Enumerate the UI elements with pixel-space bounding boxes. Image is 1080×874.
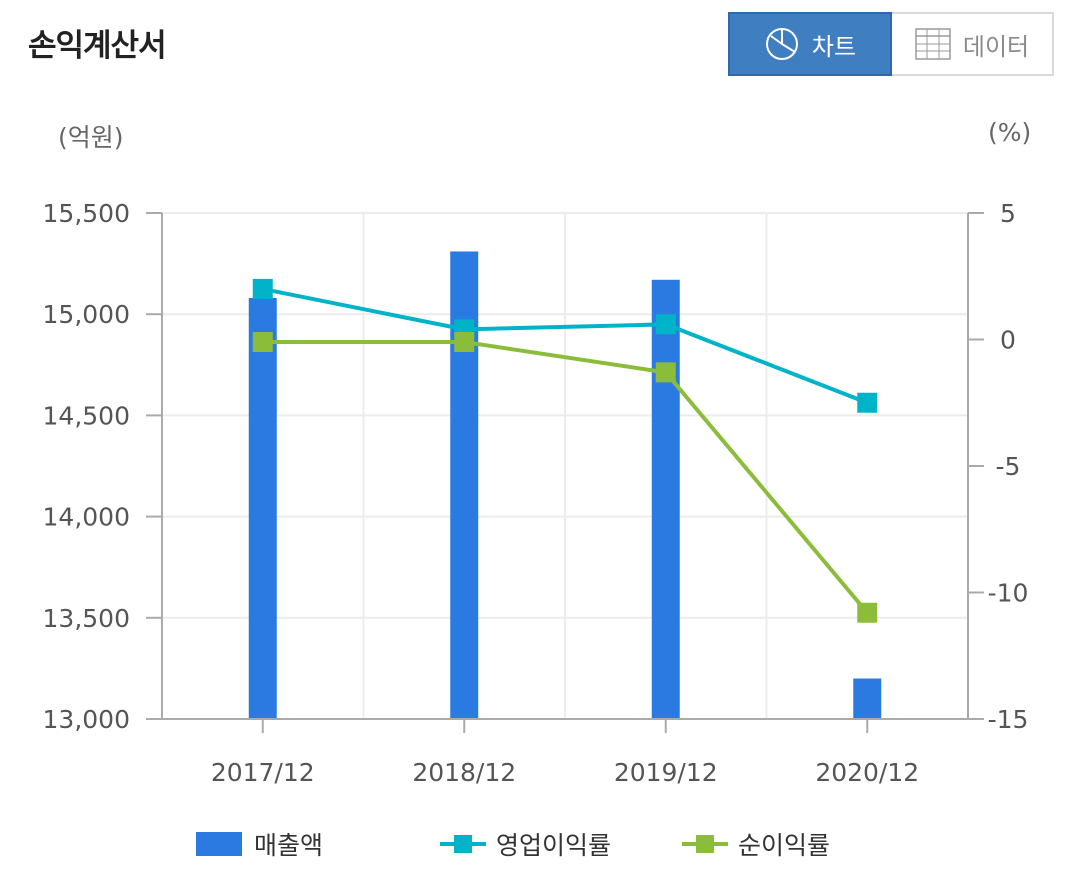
left-axis-unit: (억원) — [58, 123, 124, 152]
right-axis-tick-label: -10 — [988, 579, 1029, 608]
point-net-margin[interactable] — [655, 362, 676, 383]
right-axis-tick-label: 5 — [1000, 199, 1016, 228]
data-view-label: 데이터 — [962, 32, 1030, 61]
point-operating-margin[interactable] — [655, 314, 676, 335]
left-axis-tick-label: 14,000 — [43, 503, 130, 532]
x-axis-tick-label: 2019/12 — [614, 758, 718, 787]
x-axis-tick-label: 2020/12 — [815, 758, 919, 787]
legend-label-operating-margin: 영업이익률 — [496, 831, 612, 860]
data-view-button[interactable]: 데이터 — [892, 12, 1054, 76]
point-operating-margin[interactable] — [857, 392, 878, 413]
x-axis-tick-label: 2018/12 — [412, 758, 516, 787]
point-net-margin[interactable] — [252, 332, 273, 353]
line-net-margin — [262, 340, 869, 615]
bar-revenue[interactable] — [853, 678, 882, 719]
pie-chart-icon — [764, 26, 800, 62]
view-toggle: 차트 데이터 — [728, 12, 1054, 76]
chart-view-button[interactable]: 차트 — [728, 12, 892, 76]
right-axis-tick-label: -5 — [996, 452, 1021, 481]
left-axis-tick-label: 15,000 — [43, 300, 130, 329]
right-axis-tick-label: 0 — [1000, 326, 1016, 355]
point-operating-margin[interactable] — [252, 278, 273, 299]
chart-view-label: 차트 — [811, 32, 857, 61]
x-axis-tick-label: 2017/12 — [211, 758, 315, 787]
left-axis-tick-label: 14,500 — [43, 401, 130, 430]
table-grid-icon — [915, 28, 951, 60]
legend-item-revenue[interactable]: 매출액 — [196, 826, 323, 862]
legend-item-net-margin[interactable]: 순이익률 — [682, 826, 830, 862]
legend-label-net-margin: 순이익률 — [738, 831, 831, 860]
point-net-margin[interactable] — [454, 332, 475, 353]
page-title: 손익계산서 — [28, 28, 167, 64]
legend-item-operating-margin[interactable]: 영업이익률 — [440, 826, 611, 862]
left-axis-tick-label: 13,000 — [43, 705, 130, 734]
legend-line-swatch — [440, 832, 486, 856]
bar-revenue[interactable] — [651, 279, 680, 719]
legend-bar-swatch — [196, 832, 242, 856]
point-net-margin[interactable] — [857, 602, 878, 623]
chart-legend: 매출액 영업이익률 순이익률 — [0, 826, 1080, 866]
right-axis-tick-label: -15 — [988, 705, 1029, 734]
left-axis-tick-label: 13,500 — [43, 604, 130, 633]
right-axis-unit: (%) — [988, 118, 1032, 147]
left-axis-tick-label: 15,500 — [43, 199, 130, 228]
bar-revenue[interactable] — [248, 298, 277, 719]
legend-line-swatch — [682, 832, 728, 856]
line-operating-margin — [262, 286, 868, 405]
legend-label-revenue: 매출액 — [254, 831, 324, 860]
